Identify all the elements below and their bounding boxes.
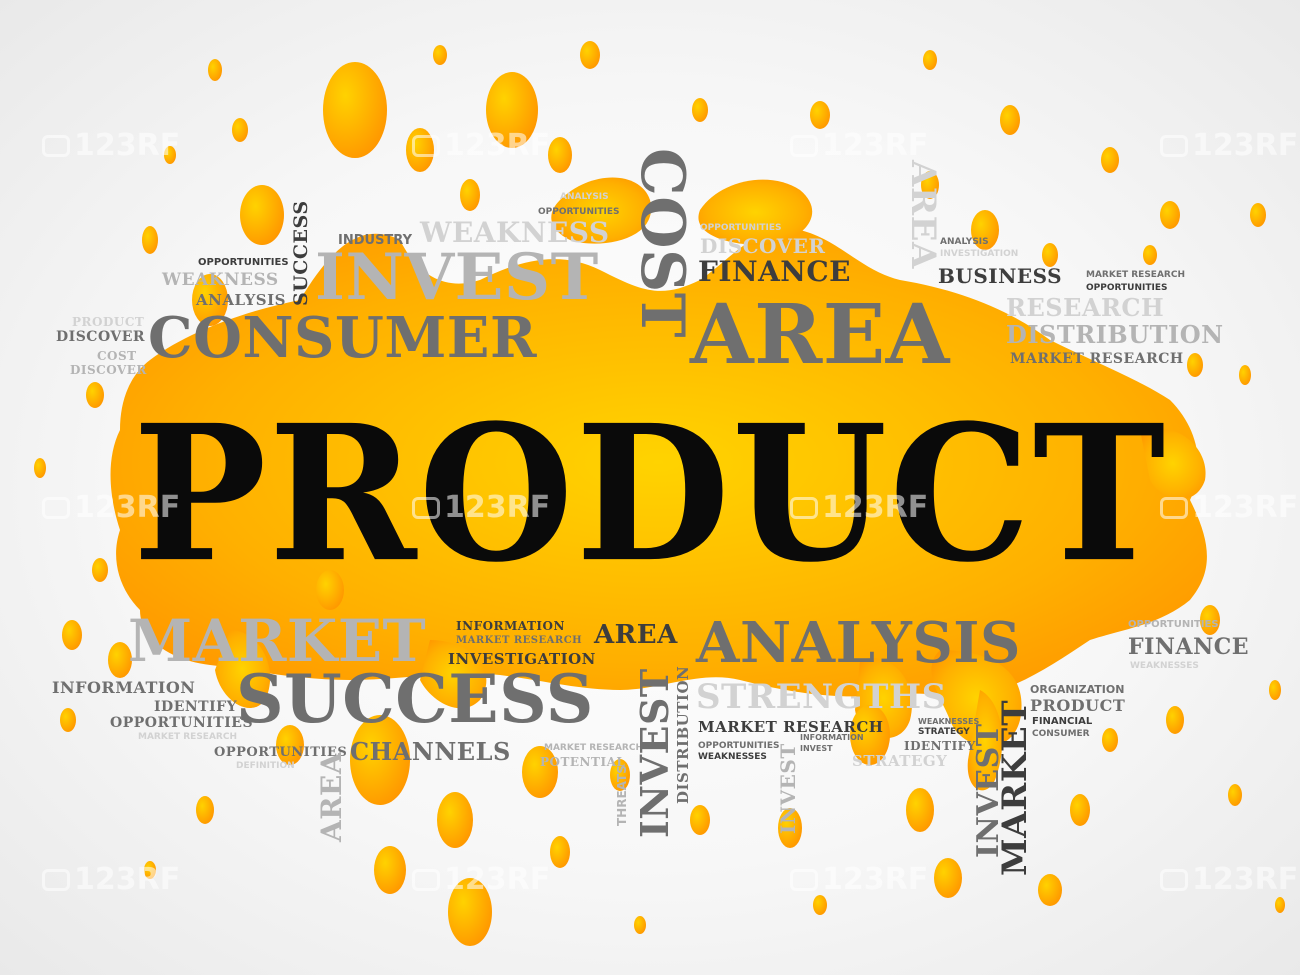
word-product-br: PRODUCT xyxy=(1030,696,1126,715)
splash-body xyxy=(110,228,1207,697)
word-identify-left: IDENTIFY xyxy=(154,699,238,715)
word-potential: POTENTIAL xyxy=(540,755,626,769)
word-financial: FINANCIAL xyxy=(1032,716,1093,727)
word-area-mid: AREA xyxy=(594,620,678,650)
word-opportunities-r1: OPPORTUNITIES xyxy=(1086,283,1168,293)
word-area-vertical-2: AREA xyxy=(315,751,348,842)
watermark-camera-icon xyxy=(1160,496,1188,519)
word-information-mid: INFORMATION xyxy=(456,619,565,633)
watermark-logo: 123RF xyxy=(42,128,180,163)
word-market-research-bl: MARKET RESEARCH xyxy=(138,732,237,742)
watermark-camera-icon xyxy=(790,868,818,891)
word-distribution-vertical: DISTRIBUTION xyxy=(674,665,692,804)
word-discover-left: DISCOVER xyxy=(56,329,146,345)
hero-word-product: PRODUCT xyxy=(132,383,1168,603)
word-industry: INDUSTRY xyxy=(338,233,413,248)
word-market-bottom: MARKET xyxy=(128,607,427,675)
watermark-camera-icon xyxy=(42,868,70,891)
word-area-top: AREA xyxy=(690,287,950,383)
word-invest-top: INVEST xyxy=(315,240,599,315)
word-opportunities-mid: OPPORTUNITIES xyxy=(700,223,782,233)
word-channels: CHANNELS xyxy=(350,737,511,766)
word-strategy-b: STRATEGY xyxy=(918,727,970,737)
word-invest-b: INVEST xyxy=(800,744,833,753)
watermark-camera-icon xyxy=(42,496,70,519)
word-strengths: STRENGTHS xyxy=(696,677,947,717)
word-consumer: CONSUMER xyxy=(148,305,538,371)
word-opportunities-br: OPPORTUNITIES xyxy=(1128,619,1219,630)
word-market-research-b: MARKET RESEARCH xyxy=(544,743,643,753)
word-cost-left: COST xyxy=(97,349,137,363)
word-opportunities-b3: OPPORTUNITIES xyxy=(698,741,780,751)
word-analysis-right: ANALYSIS xyxy=(940,237,989,247)
word-analysis-top: ANALYSIS xyxy=(560,192,609,202)
word-opportunities-left: OPPORTUNITIES xyxy=(198,257,289,268)
word-information-left: INFORMATION xyxy=(52,678,196,697)
watermark-logo: 123RF xyxy=(1160,862,1298,897)
word-product-left: PRODUCT xyxy=(72,315,145,329)
watermark-logo: 123RF xyxy=(412,490,550,525)
watermark-logo: 123RF xyxy=(42,490,180,525)
watermark-camera-icon xyxy=(412,496,440,519)
watermark-camera-icon xyxy=(42,134,70,157)
word-cost-vertical: COST xyxy=(627,148,697,338)
word-market-research-b2: MARKET RESEARCH xyxy=(698,718,884,736)
word-weaknesses-b3: WEAKNESSES xyxy=(698,752,767,762)
word-weakness-top: WEAKNESS xyxy=(420,216,610,249)
word-opportunities-bl: OPPORTUNITIES xyxy=(110,715,254,731)
word-weaknesses-b: WEAKNESSES xyxy=(918,717,980,726)
watermark-camera-icon xyxy=(790,496,818,519)
splash-droplets xyxy=(34,41,1285,946)
word-market-research-mid: MARKET RESEARCH xyxy=(456,635,583,646)
word-opportunities-top: OPPORTUNITIES xyxy=(538,207,620,217)
word-opportunities-bl2: OPPORTUNITIES xyxy=(214,745,348,760)
word-business: BUSINESS xyxy=(938,264,1063,288)
watermark-logo: 123RF xyxy=(42,862,180,897)
word-success-vertical: SUCCESS xyxy=(290,200,312,306)
watermark-logo: 123RF xyxy=(1160,490,1298,525)
watermark-logo: 123RF xyxy=(790,128,928,163)
watermark-camera-icon xyxy=(790,134,818,157)
word-market-research-r1: MARKET RESEARCH xyxy=(1086,270,1185,280)
word-threats-vertical: THREATS xyxy=(615,765,629,826)
word-definition: DEFINITION xyxy=(236,761,295,771)
word-investigation-mid: INVESTIGATION xyxy=(448,650,596,668)
word-invest-vertical-2: INVEST xyxy=(776,743,800,834)
word-research: RESEARCH xyxy=(1006,293,1165,322)
watermark-logo: 123RF xyxy=(790,862,928,897)
word-weaknesses-br: WEAKNESSES xyxy=(1130,661,1199,671)
word-finance-top: FINANCE xyxy=(698,255,852,288)
word-organization: ORGANIZATION xyxy=(1030,683,1125,696)
word-market-vertical: MARKET xyxy=(995,699,1035,876)
watermark-camera-icon xyxy=(1160,868,1188,891)
word-weakness-left: WEAKNESS xyxy=(162,270,279,290)
watermark-logo: 123RF xyxy=(1160,128,1298,163)
word-analysis-left: ANALYSIS xyxy=(196,291,286,309)
word-area-vertical: AREA xyxy=(903,160,943,269)
watermark-logo: 123RF xyxy=(412,128,550,163)
word-finance-br: FINANCE xyxy=(1128,634,1249,660)
watermark-camera-icon xyxy=(412,134,440,157)
word-strategy-b2: STRATEGY xyxy=(852,752,948,770)
word-analysis-big: ANALYSIS xyxy=(696,610,1021,676)
word-information-b: INFORMATION xyxy=(800,733,864,742)
word-consumer-br: CONSUMER xyxy=(1032,729,1090,739)
word-distribution: DISTRIBUTION xyxy=(1006,320,1224,349)
word-discover-left2: DISCOVER xyxy=(70,363,147,377)
watermark-logo: 123RF xyxy=(412,862,550,897)
word-identify-b: IDENTIFY xyxy=(904,739,976,753)
word-market-research-r2: MARKET RESEARCH xyxy=(1010,351,1184,367)
watermark-logo: 123RF xyxy=(790,490,928,525)
word-discover-mid: DISCOVER xyxy=(700,234,826,258)
word-investigation-right: INVESTIGATION xyxy=(940,249,1019,259)
word-success-big: SUCCESS xyxy=(236,660,594,738)
word-invest-vertical: INVEST xyxy=(632,668,677,838)
watermark-camera-icon xyxy=(1160,134,1188,157)
watermark-camera-icon xyxy=(412,868,440,891)
